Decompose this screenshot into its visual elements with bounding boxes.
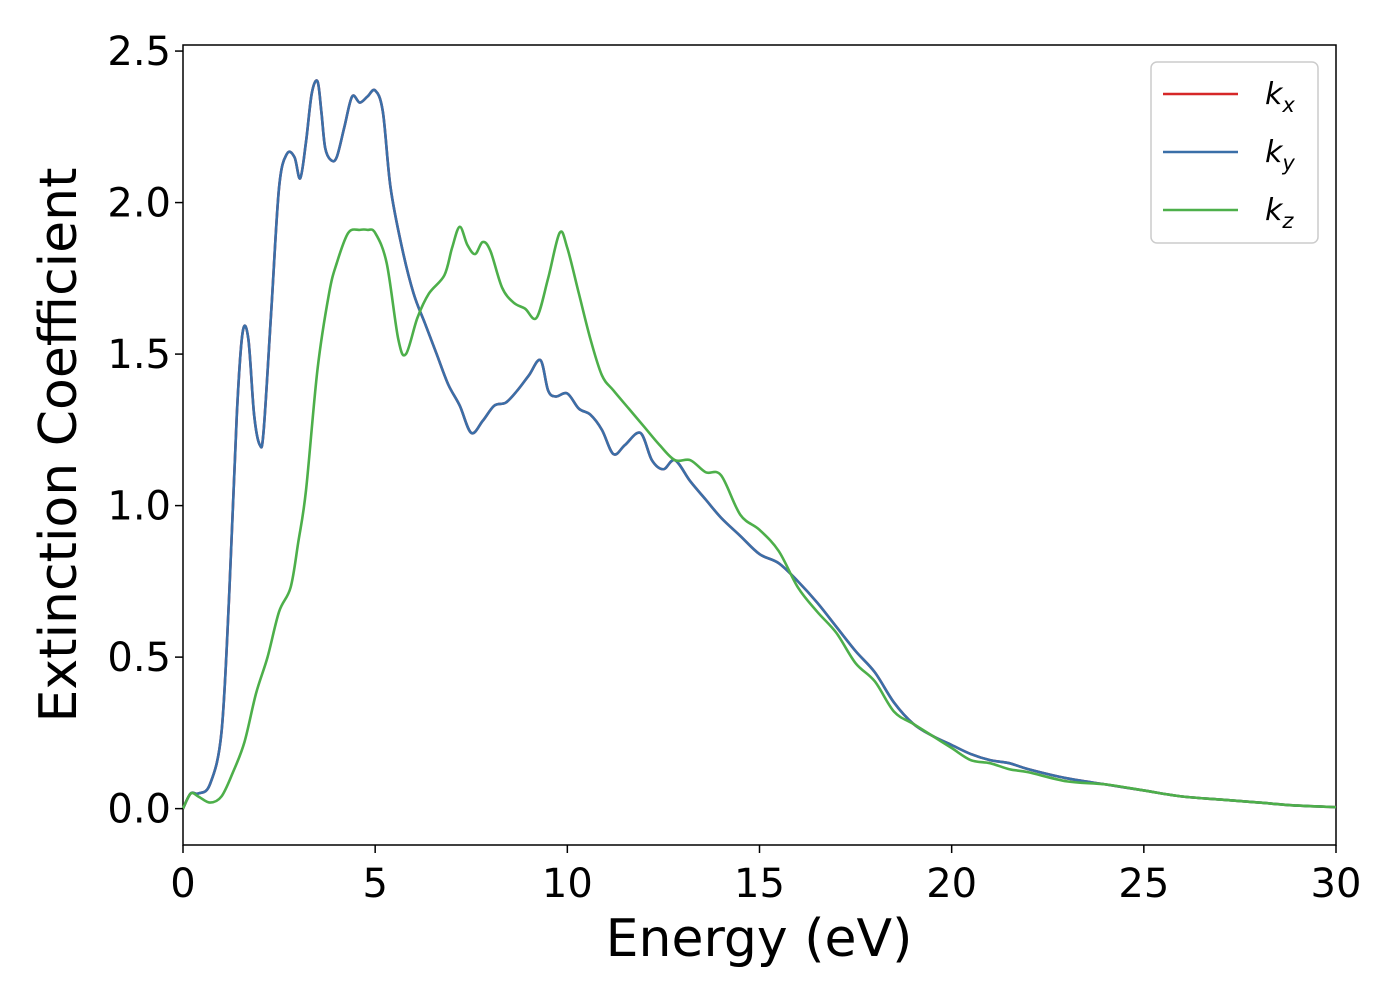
y-tick-label: 1.0: [107, 484, 171, 530]
y-tick-label: 0.5: [107, 635, 171, 681]
y-tick-label: 1.5: [107, 332, 171, 378]
legend-label-kx: kx: [1265, 77, 1295, 117]
y-tick-label: 2.5: [107, 29, 171, 75]
x-tick-label: 25: [1118, 861, 1169, 907]
x-axis-label: Energy (eV): [606, 909, 913, 969]
series-layer: [181, 79, 1337, 810]
y-tick-label: 2.0: [107, 181, 171, 227]
x-tick-label: 15: [734, 861, 785, 907]
x-tick-label: 5: [362, 861, 387, 907]
legend: kx ky kz: [1150, 61, 1319, 244]
axis-layer: 0 5 10 15 20 25 30 0.0 0.5 1.0 1.5 2.0 2.5: [107, 29, 1361, 907]
x-tick-label: 30: [1311, 861, 1362, 907]
x-tick-label: 0: [170, 861, 195, 907]
y-tick-label: 0.0: [107, 787, 171, 833]
legend-label-ky: ky: [1265, 135, 1295, 175]
y-axis-label: Extinction Coefficient: [29, 168, 89, 723]
legend-label-kz: kz: [1265, 193, 1294, 233]
x-tick-label: 10: [542, 861, 593, 907]
x-tick-label: 20: [926, 861, 977, 907]
series-line-kz: [181, 225, 1337, 810]
plot-area: [182, 44, 1337, 846]
